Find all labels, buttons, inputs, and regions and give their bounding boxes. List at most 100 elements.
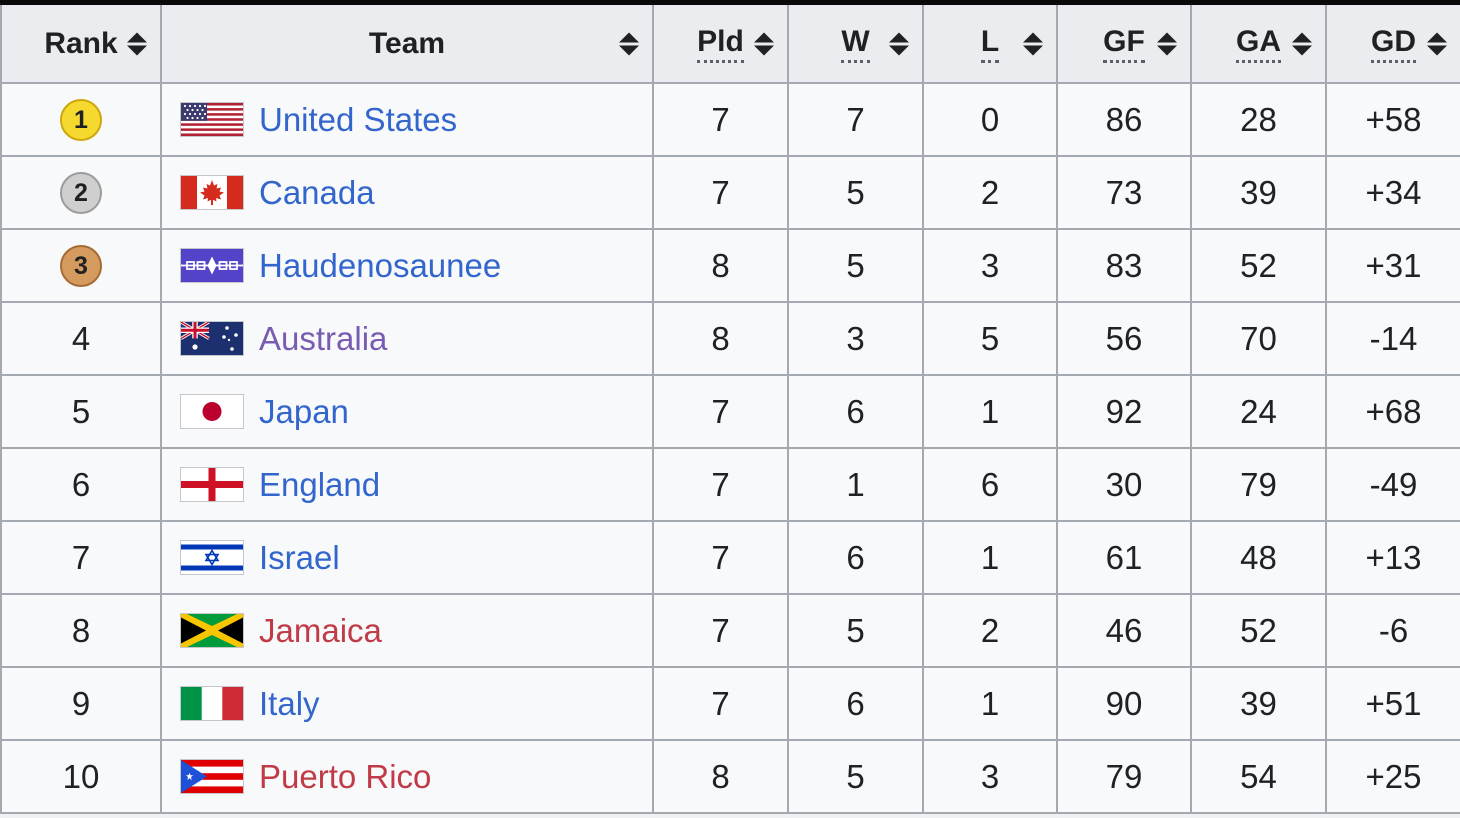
header-label-rank: Rank [44,26,118,60]
ga-cell: 28 [1190,82,1327,157]
england-flag-icon [180,467,244,502]
w-cell: 6 [787,374,924,449]
column-header-ga[interactable]: GA [1190,5,1327,84]
rank-number: 8 [71,611,91,649]
team-link[interactable]: Israel [259,539,340,576]
sort-icon [619,32,639,55]
sort-icon [754,32,774,55]
team-cell: Japan [160,374,654,449]
italy-flag-icon [180,686,244,721]
gd-cell: -49 [1325,447,1460,522]
gf-cell: 73 [1056,155,1192,230]
gf-cell: 61 [1056,520,1192,595]
ga-cell: 48 [1190,520,1327,595]
united-states-flag-icon [180,102,244,137]
table-header-row: Rank Team Pld W L GF [0,5,1460,84]
l-cell: 5 [922,301,1058,376]
ga-cell: 79 [1190,447,1327,522]
sort-icon [1023,32,1043,55]
canada-flag-icon [180,175,244,210]
l-cell: 1 [922,374,1058,449]
column-header-rank[interactable]: Rank [0,5,162,84]
gd-cell: +51 [1325,666,1460,741]
rank-number: 9 [71,684,91,722]
gd-cell: +25 [1325,739,1460,814]
w-cell: 7 [787,82,924,157]
team-cell: Australia [160,301,654,376]
sort-icon [1292,32,1312,55]
column-header-gd[interactable]: GD [1325,5,1460,84]
header-label-w: W [841,25,870,63]
team-cell: Canada [160,155,654,230]
ga-cell: 39 [1190,666,1327,741]
ga-cell: 39 [1190,155,1327,230]
pld-cell: 7 [652,593,789,668]
l-cell: 3 [922,228,1058,303]
ga-cell: 52 [1190,593,1327,668]
team-cell: Israel [160,520,654,595]
gd-cell: +13 [1325,520,1460,595]
team-cell: Puerto Rico [160,739,654,814]
gd-cell: +58 [1325,82,1460,157]
column-header-pld[interactable]: Pld [652,5,789,84]
table-row: 6 England 7 1 6 30 79 [0,447,1460,522]
gd-cell: +68 [1325,374,1460,449]
jamaica-flag-icon [180,613,244,648]
rank-cell: 4 [0,301,162,376]
rank-cell: 8 [0,593,162,668]
gf-cell: 92 [1056,374,1192,449]
rank-number: 7 [71,538,91,576]
team-link[interactable]: Canada [259,174,375,211]
gf-cell: 83 [1056,228,1192,303]
column-header-w[interactable]: W [787,5,924,84]
table-row: 5 Japan 7 6 1 92 24 +68 [0,374,1460,449]
pld-cell: 8 [652,739,789,814]
team-link[interactable]: England [259,466,381,503]
w-cell: 5 [787,228,924,303]
japan-flag-icon [180,394,244,429]
w-cell: 1 [787,447,924,522]
table-row: 2 Canada 7 5 2 73 [0,155,1460,230]
israel-flag-icon [180,540,244,575]
standings-table: Rank Team Pld W L GF [0,5,1460,814]
pld-cell: 7 [652,447,789,522]
l-cell: 0 [922,82,1058,157]
team-link[interactable]: Australia [259,320,388,357]
team-link[interactable]: Haudenosaunee [259,247,502,284]
team-link[interactable]: Italy [259,685,320,722]
team-link[interactable]: Puerto Rico [259,758,432,795]
gf-cell: 79 [1056,739,1192,814]
gf-cell: 30 [1056,447,1192,522]
pld-cell: 8 [652,228,789,303]
pld-cell: 7 [652,374,789,449]
l-cell: 1 [922,520,1058,595]
table-row: 10 [0,739,1460,814]
rank-cell: 2 [0,155,162,230]
column-header-l[interactable]: L [922,5,1058,84]
header-label-pld: Pld [697,25,744,63]
column-header-team[interactable]: Team [160,5,654,84]
pld-cell: 7 [652,520,789,595]
team-cell: United States [160,82,654,157]
l-cell: 2 [922,593,1058,668]
team-cell: Haudenosaunee [160,228,654,303]
w-cell: 5 [787,739,924,814]
team-link[interactable]: United States [259,101,458,138]
column-header-gf[interactable]: GF [1056,5,1192,84]
rank-number: 5 [71,392,91,430]
team-link[interactable]: Japan [259,393,349,430]
sort-icon [889,32,909,55]
header-label-l: L [980,25,1000,63]
haudenosaunee-flag-icon [180,248,244,283]
sort-icon [1427,32,1447,55]
team-link[interactable]: Jamaica [259,612,382,649]
rank-cell: 5 [0,374,162,449]
gd-cell: +34 [1325,155,1460,230]
w-cell: 6 [787,520,924,595]
ga-cell: 70 [1190,301,1327,376]
l-cell: 1 [922,666,1058,741]
pld-cell: 7 [652,82,789,157]
w-cell: 3 [787,301,924,376]
table-row: 8 Jamaica 7 [0,593,1460,668]
ga-cell: 24 [1190,374,1327,449]
